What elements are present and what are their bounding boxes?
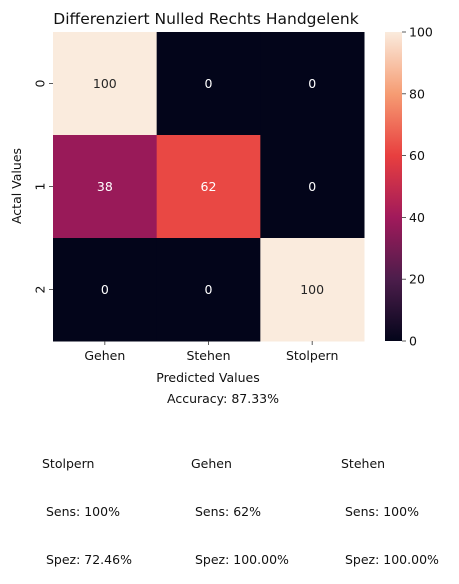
stats-stehen-spez: Spez: 100.00% (341, 552, 439, 567)
cell-value-label: 0 (308, 76, 316, 91)
colorbar-tick-label: 100 (409, 25, 433, 40)
heatmap-cell (53, 32, 158, 136)
heatmap-cell (260, 135, 365, 239)
heatmap-cells: 100 0 0 38 62 0 0 0 100 (53, 32, 365, 342)
y-tick-label: 1 (33, 183, 48, 191)
chart-title: Differenziert Nulled Rechts Handgelenk (53, 10, 358, 28)
stats-gehen: Gehen Sens: 62% Spez: 100.00% (191, 424, 289, 584)
stats-stolpern-name: Stolpern (42, 456, 95, 471)
cell-value-label: 38 (97, 179, 113, 194)
colorbar (385, 32, 402, 341)
stats-stehen-name: Stehen (341, 456, 386, 471)
cell-value-label: 0 (308, 179, 316, 194)
colorbar-tick-label: 60 (409, 148, 425, 163)
cell-value-label: 0 (205, 76, 213, 91)
heatmap-cell (53, 135, 158, 239)
stats-gehen-sens: Sens: 62% (191, 504, 262, 519)
colorbar-tick-label: 0 (409, 334, 417, 349)
y-tick-label: 2 (33, 286, 48, 294)
stats-stehen-sens: Sens: 100% (341, 504, 419, 519)
x-tick-label: Stolpern (286, 348, 338, 363)
colorbar-tick-label: 80 (409, 86, 425, 101)
x-tick-label: Gehen (84, 348, 125, 363)
stats-gehen-name: Gehen (191, 456, 232, 471)
heatmap-cell (53, 238, 158, 342)
x-tick-label: Stehen (186, 348, 230, 363)
heatmap-cell (156, 238, 261, 342)
stats-stolpern: Stolpern Sens: 100% Spez: 72.46% (42, 424, 132, 584)
x-axis: Gehen Stehen Stolpern (84, 341, 338, 363)
y-axis-label: Actal Values (9, 148, 24, 224)
colorbar-tick-label: 20 (409, 272, 425, 287)
stats-stolpern-sens: Sens: 100% (42, 504, 120, 519)
x-axis-label: Predicted Values (156, 370, 260, 385)
confusion-matrix-chart: Differenziert Nulled Rechts Handgelenk 1… (9, 10, 433, 385)
stats-stehen: Stehen Sens: 100% Spez: 100.00% (341, 424, 439, 584)
accuracy-label: Accuracy: 87.33% (167, 391, 280, 406)
heatmap-cell (156, 135, 261, 239)
colorbar-ticks: 0 20 40 60 80 100 (402, 25, 433, 349)
cell-value-label: 0 (205, 282, 213, 297)
cell-value-label: 100 (300, 282, 324, 297)
heatmap-cell (156, 32, 261, 136)
heatmap-cell (260, 32, 365, 136)
y-axis: 0 1 2 (33, 79, 53, 294)
y-tick-label: 0 (33, 79, 48, 87)
stats-gehen-spez: Spez: 100.00% (191, 552, 289, 567)
cell-value-label: 100 (93, 76, 117, 91)
cell-value-label: 0 (101, 282, 109, 297)
colorbar-tick-label: 40 (409, 210, 425, 225)
stats-stolpern-spez: Spez: 72.46% (42, 552, 132, 567)
cell-value-label: 62 (201, 179, 217, 194)
heatmap-cell (260, 238, 365, 342)
